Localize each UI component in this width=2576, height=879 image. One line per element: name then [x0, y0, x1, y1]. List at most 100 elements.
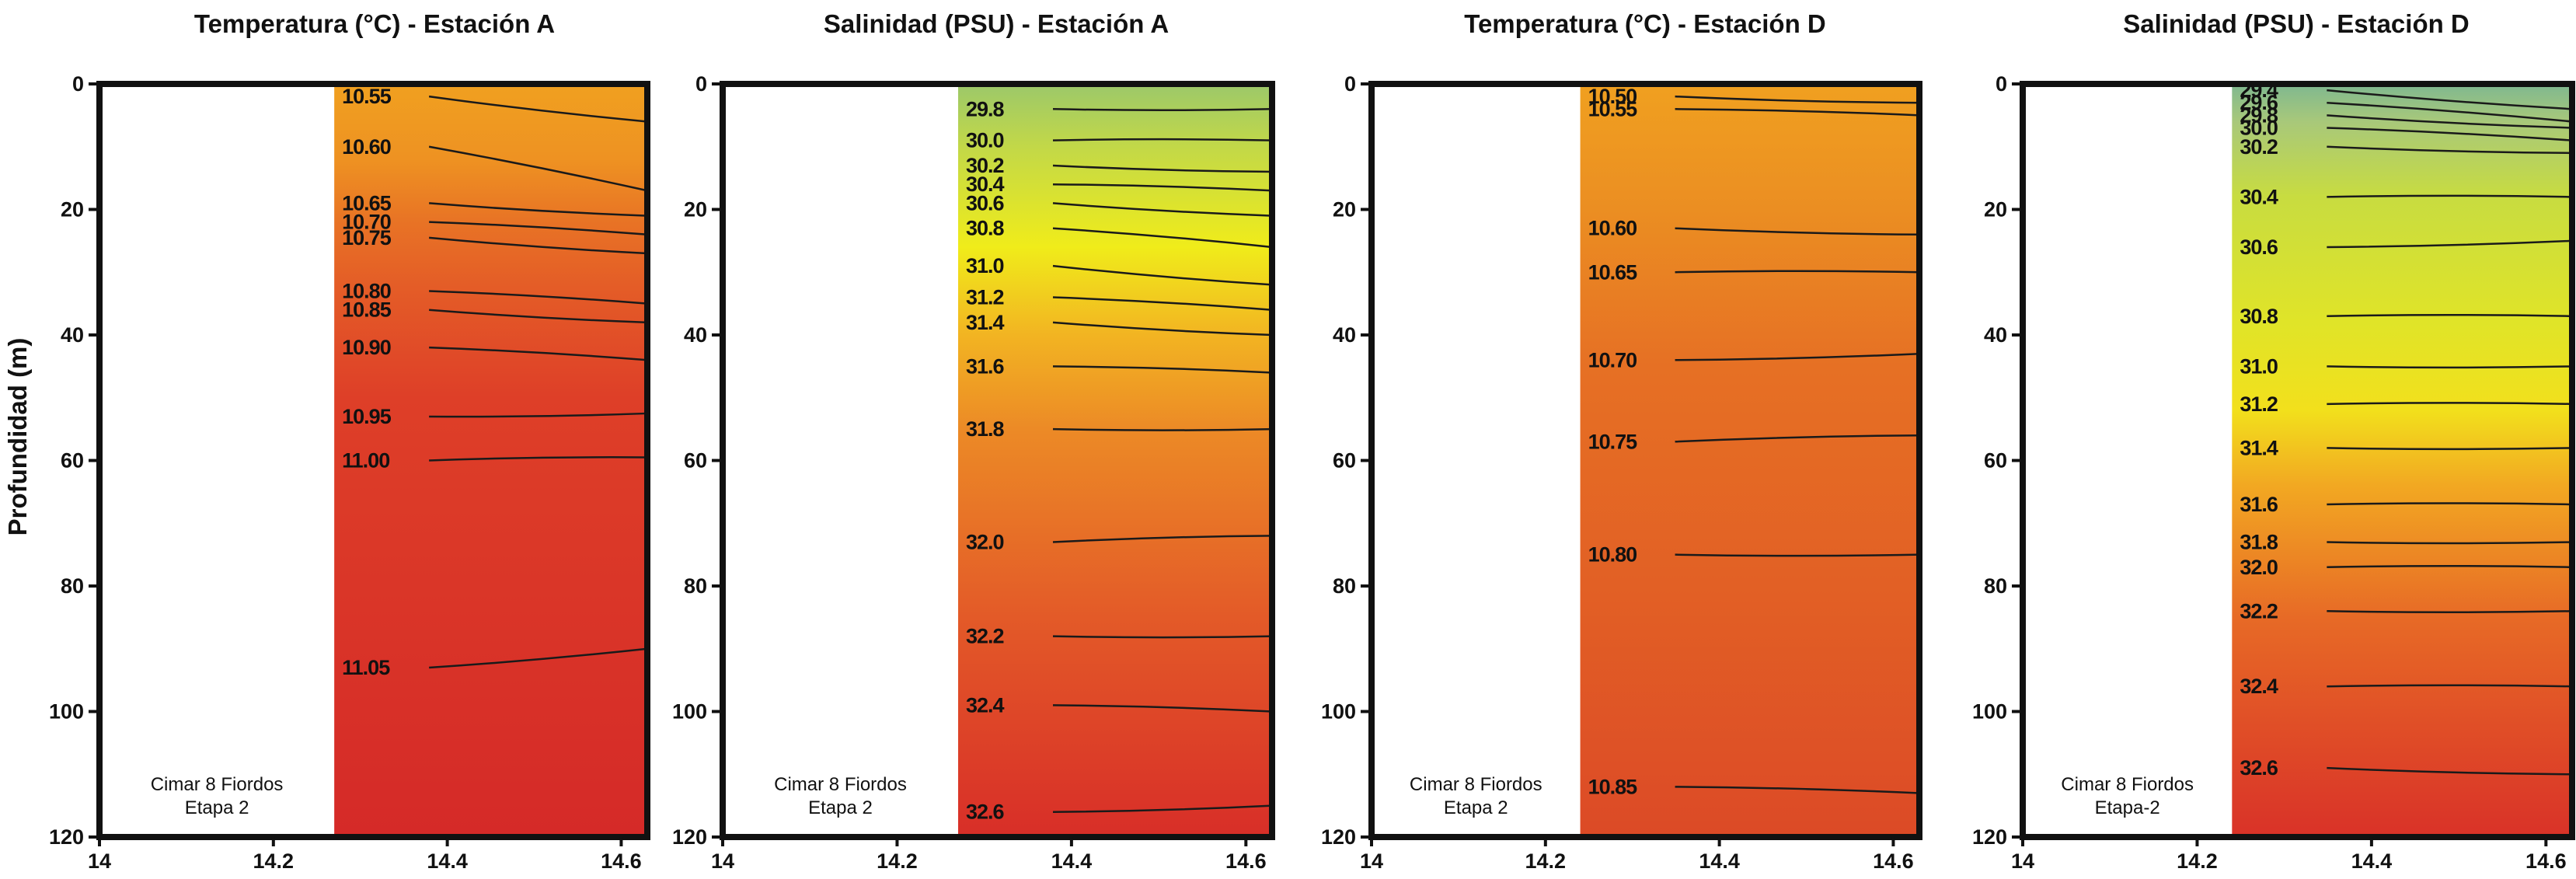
contour-line — [1675, 352, 1920, 361]
y-tick-label: 80 — [684, 574, 707, 598]
contour-line — [429, 456, 648, 462]
contour-label: 29.6 — [2240, 91, 2278, 114]
panel-4: Salinidad (PSU) - Estación D29.429.629.8… — [1972, 9, 2575, 873]
heatmap-field — [2232, 84, 2572, 837]
contour-label: 10.65 — [1588, 260, 1638, 284]
contour-label: 31.8 — [2240, 530, 2278, 553]
panel-title: Temperatura (°C) - Estación A — [194, 9, 555, 38]
contour-label: 32.2 — [2240, 599, 2278, 623]
contour-label: 11.05 — [342, 656, 390, 679]
x-tick-label: 14 — [2011, 849, 2034, 873]
contour-label: 30.0 — [2240, 117, 2278, 140]
contour-line — [2327, 502, 2573, 506]
contour-label: 30.6 — [966, 191, 1005, 215]
contour-label: 10.50 — [1588, 85, 1637, 108]
contour-label: 31.2 — [2240, 392, 2278, 416]
x-tick-label: 14.4 — [427, 849, 468, 873]
contour-line — [2327, 610, 2573, 614]
contour-label: 32.2 — [966, 625, 1004, 648]
x-tick-label: 14 — [711, 849, 734, 873]
contour-label: 31.0 — [2240, 354, 2278, 378]
y-tick-label: 100 — [672, 700, 707, 724]
cruise-note-line: Etapa 2 — [1444, 797, 1508, 818]
cruise-note-line: Etapa 2 — [185, 797, 249, 818]
y-tick-label: 40 — [1333, 323, 1356, 347]
x-tick-label: 14 — [1360, 849, 1383, 873]
contour-label: 31.0 — [966, 254, 1004, 277]
contour-label: 10.85 — [342, 298, 392, 322]
y-tick-label: 100 — [1972, 700, 2007, 724]
contour-label: 10.80 — [342, 279, 391, 302]
contour-label: 10.55 — [342, 85, 392, 108]
contour-line — [2327, 127, 2573, 141]
contour-line — [1052, 108, 1273, 112]
contour-line — [2327, 314, 2573, 318]
cruise-note-line: Cimar 8 Fiordos — [1410, 774, 1542, 795]
x-tick-label: 14.2 — [253, 849, 295, 873]
contour-line — [2327, 565, 2573, 569]
contour-line — [429, 202, 648, 217]
contour-label: 32.0 — [966, 530, 1004, 553]
x-tick-label: 14.2 — [2177, 849, 2218, 873]
heatmap-field — [958, 84, 1272, 837]
x-tick-label: 14.6 — [601, 849, 642, 873]
contour-label: 31.8 — [966, 417, 1005, 441]
y-tick-label: 60 — [684, 449, 707, 473]
y-axis-title: Profundidad (m) — [3, 338, 32, 536]
contour-label: 32.4 — [2240, 675, 2278, 698]
contour-line — [1675, 270, 1920, 274]
y-tick-label: 40 — [61, 323, 84, 347]
panel-title: Salinidad (PSU) - Estación D — [2123, 9, 2470, 38]
contour-line — [2327, 541, 2573, 545]
contour-line — [1052, 427, 1273, 431]
contour-line — [2327, 239, 2573, 249]
y-tick-label: 80 — [1333, 574, 1356, 598]
x-tick-label: 14.4 — [1051, 849, 1093, 873]
x-tick-label: 14.4 — [2351, 849, 2393, 873]
y-tick-label: 20 — [1333, 198, 1356, 221]
contour-label: 10.75 — [1588, 430, 1638, 453]
contour-line — [1052, 804, 1273, 813]
contour-label: 32.6 — [2240, 756, 2278, 780]
contour-line — [2327, 145, 2573, 155]
contour-label: 30.2 — [2240, 135, 2278, 159]
contour-line — [429, 346, 648, 361]
contour-label: 31.4 — [2240, 436, 2278, 459]
y-tick-label: 120 — [49, 825, 84, 849]
y-tick-label: 0 — [72, 72, 84, 96]
y-tick-label: 0 — [1344, 72, 1356, 96]
contour-line — [1675, 786, 1920, 794]
contour-label: 10.95 — [342, 405, 392, 428]
contour-label: 10.70 — [1588, 348, 1637, 371]
contour-label: 32.0 — [2240, 556, 2278, 579]
contour-line — [1052, 535, 1273, 543]
contour-line — [2327, 402, 2573, 406]
contour-label: 10.60 — [342, 135, 391, 159]
contour-line — [2327, 766, 2573, 776]
y-tick-label: 0 — [1996, 72, 2007, 96]
panel-1: Temperatura (°C) - Estación A 10.55 10.60 1… — [49, 9, 650, 873]
contour-line — [2327, 365, 2573, 369]
contour-line — [1675, 108, 1920, 117]
contour-line — [2327, 684, 2573, 688]
y-tick-label: 80 — [61, 574, 84, 598]
contour-line — [2327, 194, 2573, 198]
panel-title: Temperatura (°C) - Estación D — [1464, 9, 1826, 38]
x-tick-label: 14.6 — [1225, 849, 1267, 873]
contour-line — [1052, 635, 1273, 639]
contour-line — [1675, 434, 1920, 443]
panel-title: Salinidad (PSU) - Estación A — [824, 9, 1169, 38]
contour-label: 31.4 — [966, 311, 1005, 334]
contour-line — [1675, 95, 1920, 104]
contour-label: 11.00 — [342, 449, 389, 473]
x-tick-label: 14.6 — [1873, 849, 1914, 873]
contour-line — [1052, 227, 1273, 249]
x-tick-label: 14.2 — [877, 849, 918, 873]
y-tick-label: 100 — [49, 700, 84, 724]
y-tick-label: 120 — [672, 825, 707, 849]
contour-label: 30.2 — [966, 154, 1004, 177]
panel-2: Salinidad (PSU) - Estación A 29.8 30.030.2… — [672, 9, 1275, 873]
contour-line — [2327, 447, 2573, 451]
